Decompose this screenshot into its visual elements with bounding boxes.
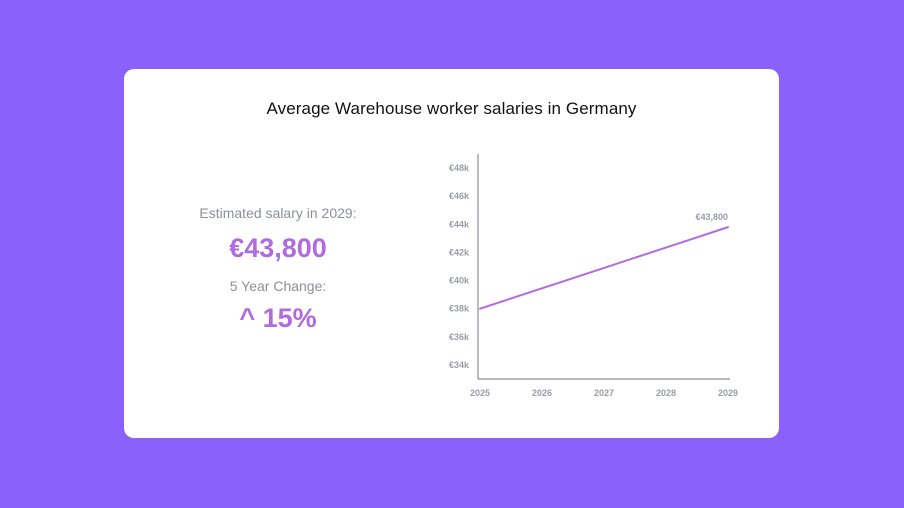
five-year-change-label: 5 Year Change: <box>229 278 327 294</box>
estimated-salary-value: €43,800 <box>229 233 327 263</box>
estimated-salary-label: Estimated salary in 2029: <box>199 205 357 221</box>
y-tick-label: €34k <box>449 360 470 370</box>
x-tick-label: 2027 <box>594 388 614 398</box>
x-tick-label: 2028 <box>656 388 676 398</box>
y-tick-label: €44k <box>449 219 470 229</box>
y-tick-label: €46k <box>449 191 470 201</box>
x-tick-label: 2025 <box>470 388 490 398</box>
y-tick-label: €36k <box>449 332 470 342</box>
series-line <box>479 226 729 310</box>
y-tick-label: €42k <box>449 247 470 257</box>
salary-line-chart: €34k €36k €38k €40k €42k €44k €46k €48k 2025 2026… <box>449 154 738 398</box>
data-label: €43,800 <box>695 212 728 222</box>
y-tick-label: €40k <box>449 276 470 286</box>
x-tick-label: 2029 <box>718 388 738 398</box>
y-tick-label: €48k <box>449 163 470 173</box>
chart-title: Average Warehouse worker salaries in Ger… <box>266 99 637 118</box>
y-tick-label: €38k <box>449 304 470 314</box>
salary-card: Average Warehouse worker salaries in Ger… <box>124 69 779 438</box>
five-year-change-value: ^ 15% <box>239 303 317 333</box>
salary-stats: Estimated salary in 2029: €43,800 5 Year… <box>178 204 378 335</box>
x-tick-label: 2026 <box>532 388 552 398</box>
